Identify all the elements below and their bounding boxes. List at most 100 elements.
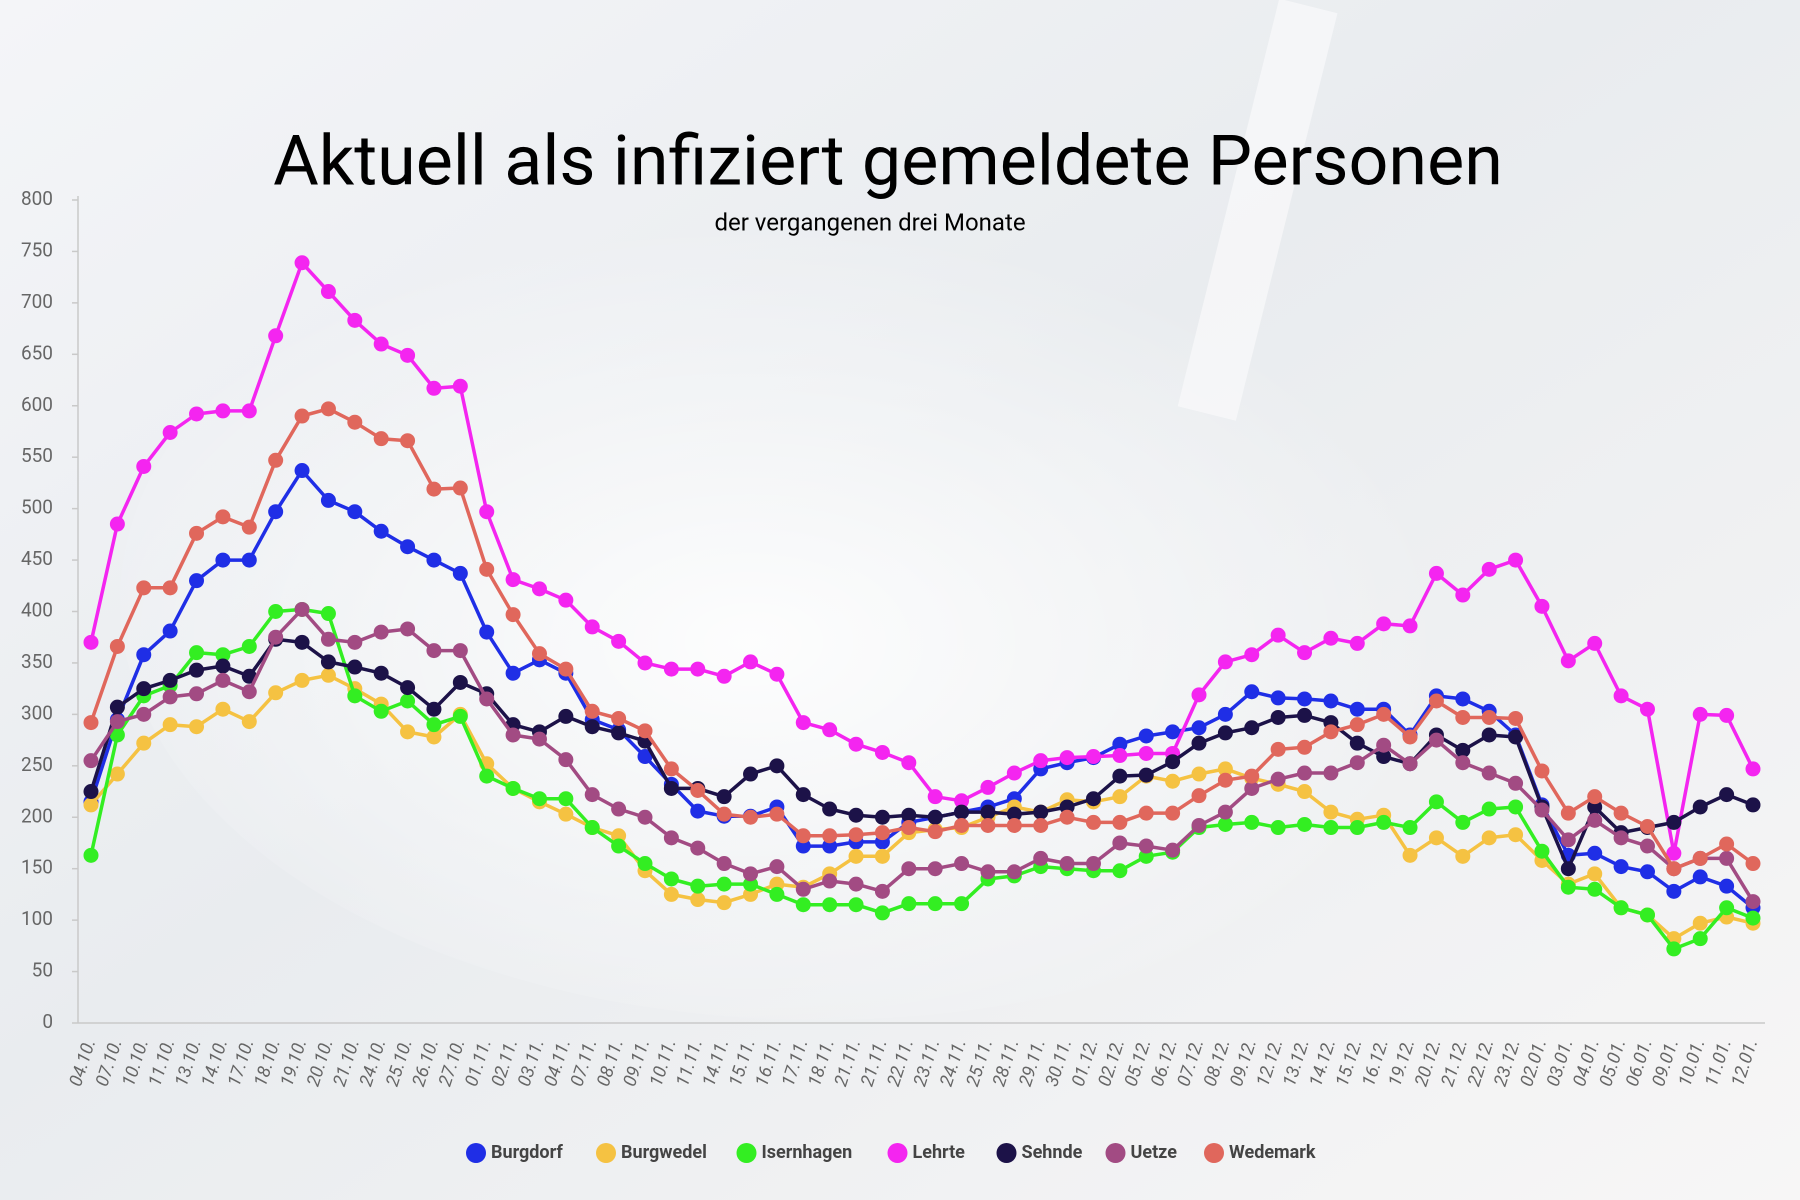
point bbox=[822, 828, 838, 844]
point bbox=[769, 886, 785, 902]
point bbox=[769, 876, 785, 892]
point bbox=[769, 666, 785, 682]
point bbox=[822, 722, 838, 738]
point bbox=[1217, 725, 1233, 741]
point bbox=[347, 634, 363, 650]
point bbox=[716, 856, 732, 872]
point bbox=[1349, 717, 1365, 733]
point bbox=[874, 905, 890, 921]
point bbox=[663, 830, 679, 846]
series bbox=[83, 601, 1761, 910]
point bbox=[400, 621, 416, 637]
legend-label: Burgdorf bbox=[491, 1142, 563, 1163]
point bbox=[1745, 894, 1761, 910]
point bbox=[1376, 706, 1392, 722]
y-tick-label: 100 bbox=[21, 907, 53, 930]
y-tick-label: 550 bbox=[21, 444, 53, 467]
point bbox=[848, 876, 864, 892]
legend-item[interactable]: Isernhagen bbox=[736, 1142, 853, 1163]
point bbox=[901, 807, 917, 823]
point bbox=[1692, 799, 1708, 815]
point bbox=[927, 896, 943, 912]
legend-item[interactable]: Lehrte bbox=[887, 1142, 966, 1163]
point bbox=[1297, 645, 1313, 661]
point bbox=[1639, 864, 1655, 880]
point bbox=[452, 643, 468, 659]
point bbox=[1033, 804, 1049, 820]
point bbox=[954, 817, 970, 833]
point bbox=[1323, 693, 1339, 709]
point bbox=[215, 552, 231, 568]
series bbox=[83, 255, 1761, 861]
point bbox=[874, 744, 890, 760]
point bbox=[189, 662, 205, 678]
point bbox=[1666, 883, 1682, 899]
point bbox=[320, 606, 336, 622]
point bbox=[268, 328, 284, 344]
point bbox=[1455, 587, 1471, 603]
point bbox=[1244, 684, 1260, 700]
point bbox=[189, 719, 205, 735]
legend-item[interactable]: Wedemark bbox=[1204, 1142, 1316, 1163]
point bbox=[136, 706, 152, 722]
legend-label: Uetze bbox=[1131, 1142, 1178, 1163]
point bbox=[373, 431, 389, 447]
point bbox=[1059, 809, 1075, 825]
line bbox=[89, 607, 1754, 951]
point bbox=[109, 766, 125, 782]
point bbox=[769, 859, 785, 875]
point bbox=[901, 755, 917, 771]
point bbox=[320, 492, 336, 508]
point bbox=[1613, 805, 1629, 821]
line bbox=[89, 637, 1754, 871]
point bbox=[1587, 845, 1603, 861]
point bbox=[347, 688, 363, 704]
point bbox=[980, 779, 996, 795]
point bbox=[1587, 866, 1603, 882]
point bbox=[954, 856, 970, 872]
point bbox=[980, 817, 996, 833]
point bbox=[1719, 836, 1735, 852]
legend-item[interactable]: Burgdorf bbox=[466, 1142, 563, 1163]
point bbox=[1349, 820, 1365, 836]
point bbox=[268, 504, 284, 520]
legend-item[interactable]: Uetze bbox=[1105, 1142, 1178, 1163]
point bbox=[1033, 817, 1049, 833]
legend-marker bbox=[887, 1143, 908, 1163]
point bbox=[1191, 735, 1207, 751]
point bbox=[1138, 767, 1154, 783]
point bbox=[320, 667, 336, 683]
line bbox=[89, 468, 1755, 910]
point bbox=[1508, 552, 1524, 568]
point bbox=[505, 780, 521, 796]
point bbox=[1428, 565, 1444, 581]
legend-label: Sehnde bbox=[1022, 1142, 1083, 1163]
legend-label: Isernhagen bbox=[762, 1142, 853, 1163]
point bbox=[1719, 900, 1735, 916]
legend-item[interactable]: Burgwedel bbox=[596, 1142, 707, 1163]
point bbox=[1402, 847, 1418, 863]
point bbox=[1033, 753, 1049, 769]
point bbox=[215, 672, 231, 688]
point bbox=[1481, 561, 1497, 577]
point bbox=[795, 787, 811, 803]
point bbox=[1508, 729, 1524, 745]
point bbox=[1428, 794, 1444, 810]
legend-item[interactable]: Sehnde bbox=[996, 1142, 1083, 1163]
point bbox=[162, 672, 178, 688]
point bbox=[690, 783, 706, 799]
point bbox=[1402, 820, 1418, 836]
point bbox=[1297, 816, 1313, 832]
point bbox=[162, 424, 178, 440]
point bbox=[1112, 835, 1128, 851]
point bbox=[373, 624, 389, 640]
point bbox=[1508, 775, 1524, 791]
point bbox=[637, 856, 653, 872]
point bbox=[320, 654, 336, 670]
point bbox=[479, 768, 495, 784]
point bbox=[1138, 745, 1154, 761]
point bbox=[83, 715, 99, 731]
point bbox=[1428, 830, 1444, 846]
point bbox=[452, 378, 468, 394]
point bbox=[663, 661, 679, 677]
